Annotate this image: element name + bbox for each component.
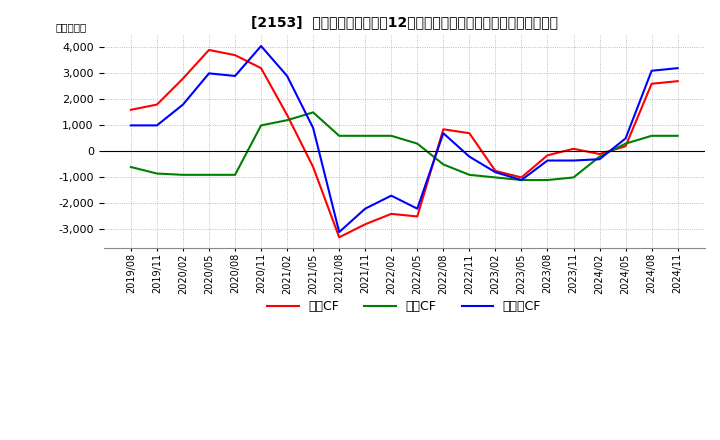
営業CF	[309, 165, 318, 170]
営業CF	[570, 146, 578, 151]
投資CF	[387, 133, 395, 139]
フリーCF	[595, 157, 604, 162]
フリーCF	[439, 131, 448, 136]
営業CF	[595, 151, 604, 157]
フリーCF	[673, 66, 682, 71]
Legend: 営業CF, 投資CF, フリーCF: 営業CF, 投資CF, フリーCF	[262, 295, 546, 318]
営業CF	[543, 153, 552, 158]
営業CF	[335, 235, 343, 240]
投資CF	[413, 141, 422, 146]
営業CF	[491, 168, 500, 173]
投資CF	[465, 172, 474, 177]
営業CF	[413, 214, 422, 219]
フリーCF	[621, 136, 630, 141]
Line: 営業CF: 営業CF	[131, 50, 678, 237]
営業CF	[387, 211, 395, 216]
フリーCF	[283, 73, 292, 79]
投資CF	[153, 171, 161, 176]
営業CF	[153, 102, 161, 107]
フリーCF	[335, 229, 343, 235]
営業CF	[673, 78, 682, 84]
営業CF	[439, 127, 448, 132]
Line: 投資CF: 投資CF	[131, 112, 678, 180]
フリーCF	[543, 158, 552, 163]
フリーCF	[465, 154, 474, 159]
フリーCF	[491, 169, 500, 175]
投資CF	[439, 162, 448, 167]
営業CF	[257, 66, 266, 71]
投資CF	[647, 133, 656, 139]
フリーCF	[309, 125, 318, 131]
営業CF	[517, 175, 526, 180]
投資CF	[309, 110, 318, 115]
投資CF	[179, 172, 187, 177]
投資CF	[230, 172, 239, 177]
投資CF	[491, 175, 500, 180]
投資CF	[361, 133, 369, 139]
営業CF	[647, 81, 656, 86]
投資CF	[335, 133, 343, 139]
投資CF	[283, 117, 292, 123]
営業CF	[621, 143, 630, 149]
営業CF	[465, 131, 474, 136]
Y-axis label: （百万円）: （百万円）	[55, 22, 86, 32]
営業CF	[283, 112, 292, 117]
フリーCF	[153, 123, 161, 128]
営業CF	[127, 107, 135, 113]
Line: フリーCF: フリーCF	[131, 46, 678, 232]
投資CF	[543, 177, 552, 183]
フリーCF	[387, 193, 395, 198]
投資CF	[204, 172, 213, 177]
フリーCF	[204, 71, 213, 76]
フリーCF	[257, 44, 266, 49]
フリーCF	[127, 123, 135, 128]
フリーCF	[517, 177, 526, 183]
投資CF	[595, 154, 604, 159]
Title: [2153]  キャッシュフローの12か月移動合計の対前年同期増減額の推移: [2153] キャッシュフローの12か月移動合計の対前年同期増減額の推移	[251, 15, 558, 29]
営業CF	[361, 222, 369, 227]
営業CF	[230, 52, 239, 58]
投資CF	[570, 175, 578, 180]
営業CF	[204, 48, 213, 53]
投資CF	[621, 141, 630, 146]
投資CF	[673, 133, 682, 139]
投資CF	[517, 177, 526, 183]
投資CF	[127, 165, 135, 170]
フリーCF	[230, 73, 239, 79]
営業CF	[179, 76, 187, 81]
投資CF	[257, 123, 266, 128]
フリーCF	[570, 158, 578, 163]
フリーCF	[179, 102, 187, 107]
フリーCF	[361, 206, 369, 211]
フリーCF	[647, 68, 656, 73]
フリーCF	[413, 206, 422, 211]
